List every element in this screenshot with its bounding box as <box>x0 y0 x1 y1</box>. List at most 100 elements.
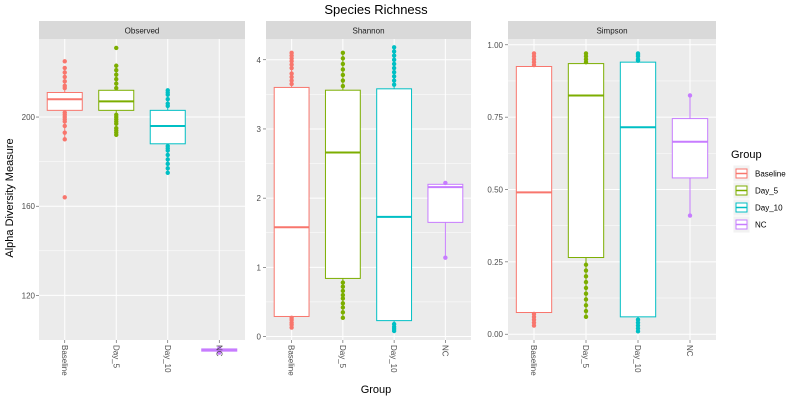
outlier-point <box>62 65 67 71</box>
y-tick-label: 1 <box>257 263 262 272</box>
outlier-point <box>391 321 397 327</box>
outlier-point <box>391 70 397 75</box>
outlier-point <box>165 170 170 175</box>
outlier-point <box>165 161 170 167</box>
outlier-point <box>114 125 119 131</box>
box-simpson-day-10 <box>619 51 657 334</box>
x-tick-label: Day_10 <box>633 345 642 373</box>
outlier-point <box>340 296 346 301</box>
outlier-point <box>62 195 67 200</box>
y-tick-label: 0.00 <box>487 330 503 339</box>
y-tick-label: 200 <box>22 113 36 122</box>
legend-item-nc: NC <box>732 215 767 234</box>
outlier-point <box>340 305 346 310</box>
box-iqr <box>149 109 186 145</box>
y-axis-title: Alpha Diversity Measure <box>4 138 16 257</box>
box-observed-baseline <box>46 59 83 200</box>
panel-simpson: Simpson 0.00 0.25 0.50 0.75 1.00 Baseline Day_5… <box>487 21 716 376</box>
legend-item-baseline: Baseline <box>732 164 786 183</box>
strip-label-simpson: Simpson <box>596 27 627 36</box>
outlier-point <box>217 350 222 355</box>
outlier-point <box>289 315 294 321</box>
outlier-point <box>443 180 448 186</box>
outlier-point <box>62 130 67 135</box>
outlier-point <box>165 166 170 171</box>
box-iqr <box>671 118 709 179</box>
outlier-point <box>217 346 222 351</box>
box-iqr <box>324 89 361 279</box>
box-shannon-day-10 <box>376 45 413 334</box>
outlier-point <box>391 82 397 87</box>
outlier-point <box>687 213 693 218</box>
outlier-point <box>583 285 589 291</box>
box-iqr <box>98 89 135 111</box>
outlier-point <box>583 279 589 285</box>
y-tick-label: 2 <box>257 194 262 203</box>
y-tick-label: 0.50 <box>487 186 503 195</box>
outlier-point <box>531 311 537 317</box>
outlier-point <box>114 112 119 118</box>
box-observed-nc <box>201 346 238 355</box>
outlier-point <box>114 85 119 91</box>
outlier-point <box>165 143 170 149</box>
outlier-point <box>583 291 589 296</box>
outlier-point <box>583 314 589 320</box>
legend-label: NC <box>755 221 767 230</box>
plot-background-observed <box>39 39 245 340</box>
strip-observed <box>39 21 245 39</box>
outlier-point <box>391 78 397 83</box>
outlier-point <box>340 56 346 61</box>
outlier-point <box>165 97 170 102</box>
outlier-point <box>340 280 346 285</box>
outlier-point <box>62 79 67 84</box>
outlier-point <box>114 68 119 73</box>
outlier-point <box>289 62 294 67</box>
outlier-point <box>583 268 589 273</box>
outlier-point <box>583 51 589 56</box>
outlier-point <box>391 61 397 67</box>
box-observed-day-10 <box>149 88 186 175</box>
outlier-point <box>289 78 294 83</box>
outlier-point <box>391 74 397 79</box>
strip-label-shannon: Shannon <box>352 27 384 36</box>
outlier-point <box>391 49 397 54</box>
outlier-point <box>165 88 170 93</box>
x-tick-label: Day_5 <box>338 345 347 369</box>
legend-item-day-5: Day_5 <box>732 181 779 200</box>
outlier-point <box>165 157 170 162</box>
y-tick-label: 1.00 <box>487 41 503 50</box>
outlier-point <box>62 70 67 75</box>
outlier-point <box>391 45 397 50</box>
outlier-point <box>62 74 67 80</box>
strip-shannon <box>266 21 471 39</box>
box-iqr <box>376 88 413 322</box>
box-observed-day-5 <box>98 45 135 138</box>
box-shannon-nc <box>427 180 464 260</box>
chart-title: Species Richness <box>324 2 428 17</box>
box-iqr <box>427 183 464 223</box>
x-tick-label: NC <box>685 345 694 357</box>
x-tick-label: Day_5 <box>581 345 590 369</box>
outlier-point <box>340 310 346 315</box>
x-tick-label: Day_5 <box>111 345 120 369</box>
x-tick-label: Baseline <box>287 345 296 376</box>
outlier-point <box>635 51 641 56</box>
outlier-point <box>289 65 294 71</box>
outlier-point <box>583 262 589 267</box>
y-tick-label: 0.25 <box>487 258 503 267</box>
outlier-point <box>62 137 67 142</box>
y-tick-label: 4 <box>257 56 262 65</box>
outlier-point <box>62 123 67 129</box>
x-tick-label: Baseline <box>529 345 538 376</box>
outlier-point <box>62 110 67 115</box>
y-tick-label: 120 <box>22 291 36 300</box>
outlier-point <box>114 72 119 77</box>
outlier-point <box>340 50 346 56</box>
box-iqr <box>273 86 310 317</box>
outlier-point <box>340 67 346 72</box>
outlier-point <box>391 53 397 58</box>
outlier-point <box>340 78 346 83</box>
x-tick-label: Day_10 <box>389 345 398 373</box>
strip-label-observed: Observed <box>125 27 160 36</box>
